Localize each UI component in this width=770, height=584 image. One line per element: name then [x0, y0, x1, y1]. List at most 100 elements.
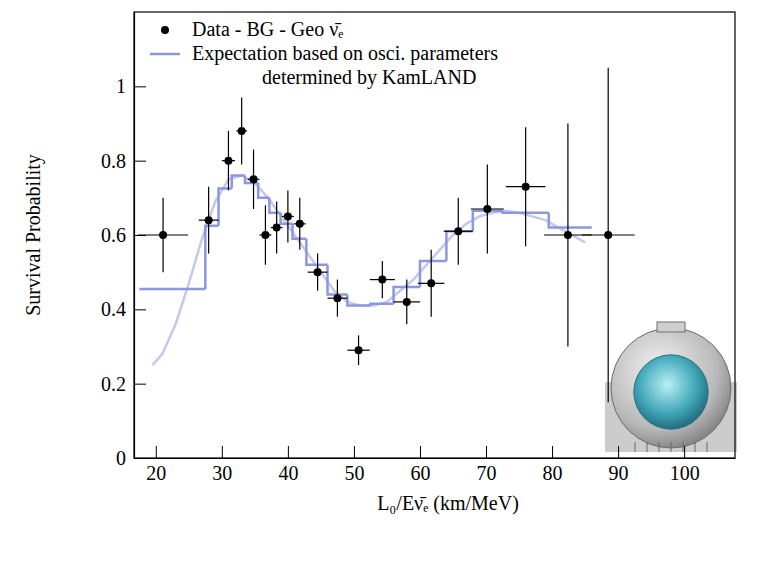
detector-illustration [605, 322, 737, 452]
expectation-step [370, 304, 393, 306]
expectation-step [446, 231, 472, 261]
expectation-curve [152, 176, 585, 366]
x-tick-mark [222, 446, 223, 458]
data-point [205, 216, 213, 224]
data-point [355, 346, 363, 354]
y-tick-mark [134, 458, 146, 459]
y-tick: 0.8 [101, 150, 146, 172]
y-axis-title: Survival Probability [22, 154, 45, 316]
x-tick-label: 50 [344, 462, 364, 484]
x-tick-mark [354, 446, 355, 458]
x-tick: 90 [609, 446, 629, 484]
data-point [159, 231, 167, 239]
x-tick: 80 [543, 446, 563, 484]
detector-leg [635, 442, 636, 452]
legend-label: Data - BG - Geo ν̄ₑ [192, 18, 343, 40]
x-axis-line [135, 458, 736, 459]
y-tick: 0.4 [101, 298, 146, 320]
expectation-step [281, 213, 293, 224]
expectation-step [549, 213, 592, 228]
x-tick-mark [420, 446, 421, 458]
x-tick: 40 [278, 446, 298, 484]
x-tick: 60 [410, 446, 430, 484]
y-tick-label: 1 [116, 75, 126, 97]
plot-area [138, 68, 635, 403]
data-point [522, 183, 530, 191]
data-point [296, 220, 304, 228]
x-tick-label: 40 [278, 462, 298, 484]
x-axis: 20 30 40 50 60 70 80 90 100 [135, 446, 736, 484]
detector-leg [683, 442, 684, 452]
data-point [483, 205, 491, 213]
x-tick: 30 [212, 446, 232, 484]
expectation-step [269, 198, 280, 213]
expectation-step [205, 226, 218, 289]
data-point [378, 276, 386, 284]
y-tick-mark [134, 161, 146, 162]
data-point [273, 224, 281, 232]
x-tick: 70 [477, 446, 497, 484]
expectation-step [219, 189, 232, 226]
detector-leg [695, 442, 696, 452]
x-tick-mark [552, 446, 553, 458]
expectation-step [347, 294, 370, 305]
y-tick-mark [134, 86, 146, 87]
legend-item: Data - BG - Geo ν̄ₑ [161, 18, 343, 40]
y-tick: 0.2 [101, 373, 146, 395]
x-tick-label: 20 [146, 462, 166, 484]
data-points [138, 68, 635, 403]
plot-frame [134, 12, 735, 458]
x-tick-label: 100 [670, 462, 700, 484]
legend: Data - BG - Geo ν̄ₑExpectation based on … [150, 18, 498, 89]
data-point [261, 231, 269, 239]
x-tick-mark [618, 446, 619, 458]
detector-leg [647, 442, 648, 452]
x-tick: 100 [670, 446, 700, 484]
data-point [333, 294, 341, 302]
x-tick-label: 70 [477, 462, 497, 484]
x-tick-label: 80 [543, 462, 563, 484]
data-point [604, 231, 612, 239]
chart: 20 30 40 50 60 70 80 90 100 0 0.2 0.4 0.6 0.8 1 L₀/Eν̄ₑ… [0, 0, 770, 584]
y-axis: 0 0.2 0.4 0.6 0.8 1 [101, 13, 146, 469]
legend-label: Expectation based on osci. parametersdet… [192, 42, 498, 89]
data-point [427, 279, 435, 287]
y-tick: 0 [116, 447, 146, 469]
data-point [403, 298, 411, 306]
expectation-step [306, 239, 327, 265]
expectation-step [139, 288, 205, 291]
x-axis-title: L₀/Eν̄ₑ (km/MeV) [377, 492, 519, 515]
detector-leg [671, 442, 672, 452]
x-tick-label: 30 [212, 462, 232, 484]
y-tick-label: 0.6 [101, 224, 126, 246]
data-point [224, 157, 232, 165]
detector-tank [611, 328, 731, 448]
x-tick-mark [288, 446, 289, 458]
x-tick-mark [486, 446, 487, 458]
detector-leg [707, 442, 708, 452]
data-point [284, 212, 292, 220]
x-tick-label: 60 [410, 462, 430, 484]
detector-leg [659, 442, 660, 452]
data-point [454, 227, 462, 235]
data-point [238, 127, 246, 135]
expectation-step [245, 176, 258, 183]
detector-chimney [657, 322, 685, 332]
legend-swatch [161, 26, 169, 34]
data-point [314, 268, 322, 276]
x-tick: 50 [344, 446, 364, 484]
expectation-step [258, 183, 269, 198]
y-tick-mark [134, 384, 146, 385]
data-point [250, 175, 258, 183]
y-tick-mark [134, 309, 146, 310]
y-tick-label: 0.8 [101, 150, 126, 172]
x-tick: 20 [146, 446, 166, 484]
legend-item: Expectation based on osci. parametersdet… [150, 42, 498, 89]
x-tick-mark [684, 446, 685, 458]
data-point [564, 231, 572, 239]
y-tick-label: 0 [116, 447, 126, 469]
y-tick-label: 0.2 [101, 373, 126, 395]
y-tick-label: 0.4 [101, 298, 126, 320]
detector-balloon [634, 355, 708, 429]
x-tick-label: 90 [609, 462, 629, 484]
